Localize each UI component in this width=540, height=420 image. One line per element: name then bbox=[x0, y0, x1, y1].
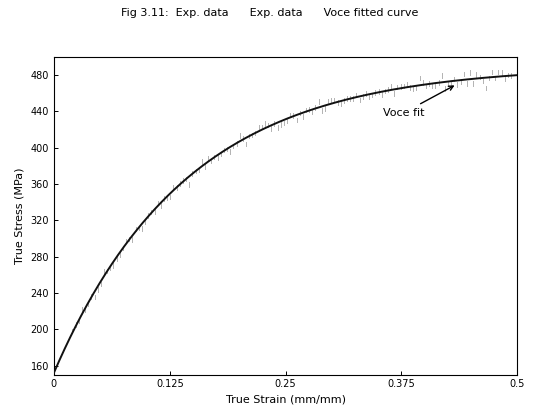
Text: Voce fit: Voce fit bbox=[383, 86, 453, 118]
Text: Fig 3.11:  Exp. data      Exp. data      Voce fitted curve: Fig 3.11: Exp. data Exp. data Voce fitte… bbox=[122, 8, 418, 18]
Y-axis label: True Stress (MPa): True Stress (MPa) bbox=[15, 168, 25, 264]
X-axis label: True Strain (mm/mm): True Strain (mm/mm) bbox=[226, 395, 346, 405]
